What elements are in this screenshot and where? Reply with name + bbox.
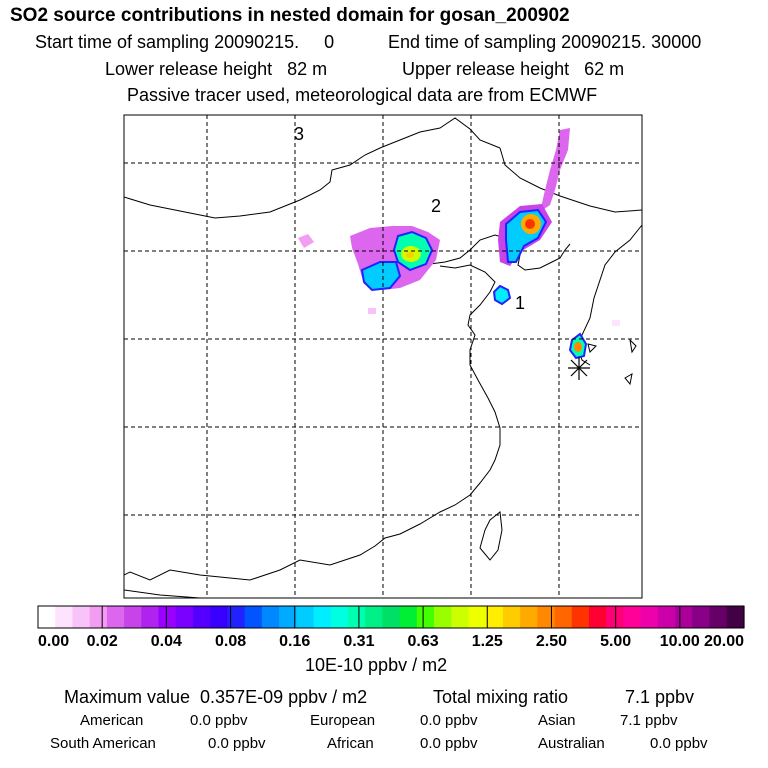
colorbar-cell [554, 606, 573, 628]
colorbar-cell [640, 606, 659, 628]
region-label-1: 1 [515, 293, 525, 313]
total-mixing-value: 7.1 ppbv [625, 687, 695, 707]
colorbar-cell [158, 606, 177, 628]
total-mixing-label: Total mixing ratio [433, 687, 569, 707]
colorbar-cell [210, 606, 229, 628]
colorbar-cell [399, 606, 418, 628]
colorbar-cell [468, 606, 487, 628]
colorbar-cell [141, 606, 160, 628]
plume-central-peak [406, 252, 414, 258]
region-label-2: 2 [431, 196, 441, 216]
colorbar-cell [623, 606, 642, 628]
colorbar-cell [330, 606, 349, 628]
plume-group [298, 128, 620, 360]
colorbar-cell [692, 606, 711, 628]
colorbar-cell [89, 606, 108, 628]
region-name-asian: Asian [538, 712, 576, 729]
region-value-australian: 0.0 ppbv [650, 735, 708, 752]
colorbar-ticks: 0.00 0.02 0.04 0.08 0.16 0.31 0.63 1.25 2.50 5.00… [37, 606, 745, 650]
colorbar-cell [175, 606, 194, 628]
region-name-african: African [327, 735, 374, 752]
colorbar-cell [72, 606, 91, 628]
colorbar-cell [279, 606, 297, 628]
plume-west-small [298, 234, 314, 248]
region-name-european: European [310, 712, 376, 729]
colorbar-tick-label: 0.00 [38, 633, 69, 650]
colorbar-cell [434, 606, 452, 628]
colorbar-cell [451, 606, 470, 628]
colorbar-tick-label: 1.25 [472, 633, 503, 650]
colorbar-tick-label: 0.04 [151, 633, 182, 650]
colorbar-cell [589, 606, 607, 628]
plume-northeast-peak [525, 219, 535, 229]
colorbar-cell [55, 606, 74, 628]
colorbar-cell [365, 606, 383, 628]
region-value-asian: 7.1 ppbv [620, 712, 678, 729]
colorbar-cell [313, 606, 332, 628]
colorbar-cell [537, 606, 556, 628]
colorbar-cell [261, 606, 280, 628]
region-name-south-american: South American [50, 735, 156, 752]
tracer-note-text: Passive tracer used, meteorological data… [127, 85, 598, 105]
region-value-european: 0.0 ppbv [420, 712, 478, 729]
plume-coastal-1 [492, 284, 512, 306]
plume-northeast-tail [540, 128, 570, 212]
colorbar-tick-label: 10.00 [660, 633, 700, 650]
colorbar-cells [37, 605, 745, 629]
colorbar: 0.00 0.02 0.04 0.08 0.16 0.31 0.63 1.25 2.50 5.00… [37, 605, 745, 650]
colorbar-cell [347, 606, 366, 628]
chart-title: SO2 source contributions in nested domai… [10, 5, 570, 26]
colorbar-tick-label: 5.00 [600, 633, 631, 650]
colorbar-cell [485, 606, 504, 628]
max-value-text: Maximum value 0.357E-09 ppbv / m2 [64, 687, 368, 707]
colorbar-cell [382, 606, 401, 628]
colorbar-tick-label: 0.02 [87, 633, 118, 650]
colorbar-cell [726, 606, 745, 628]
colorbar-cell [227, 606, 246, 628]
colorbar-cell [502, 606, 521, 628]
colorbar-cell [520, 606, 538, 628]
region-value-african: 0.0 ppbv [420, 735, 478, 752]
colorbar-cell [124, 606, 142, 628]
region-value-south-american: 0.0 ppbv [208, 735, 266, 752]
colorbar-cell [244, 606, 263, 628]
colorbar-unit-label: 10E-10 ppbv / m2 [305, 655, 448, 675]
colorbar-cell [38, 606, 56, 628]
colorbar-tick-label: 20.00 [704, 633, 744, 650]
region-label-3: 3 [294, 124, 304, 144]
receptor-star-icon [568, 357, 590, 380]
colorbar-cell [657, 606, 676, 628]
colorbar-cell [675, 606, 693, 628]
grid-lines [124, 115, 642, 598]
colorbar-cell [571, 606, 590, 628]
region-value-american: 0.0 ppbv [190, 712, 248, 729]
colorbar-tick-label: 0.16 [279, 633, 310, 650]
start-time-text: Start time of sampling 20090215. 0 [35, 32, 335, 52]
lower-release-text: Lower release height 82 m [105, 59, 328, 79]
colorbar-tick-label: 0.31 [343, 633, 374, 650]
plume-korea-core [574, 342, 582, 352]
colorbar-cell [709, 606, 728, 628]
colorbar-cell [106, 606, 125, 628]
end-time-text: End time of sampling 20090215. 30000 [388, 32, 702, 52]
map-panel: 3 2 1 [123, 114, 643, 599]
region-name-american: American [80, 712, 144, 729]
colorbar-cell [192, 606, 211, 628]
colorbar-cell [416, 606, 435, 628]
upper-release-text: Upper release height 62 m [402, 59, 625, 79]
colorbar-cell [296, 606, 315, 628]
colorbar-tick-label: 2.50 [536, 633, 567, 650]
region-name-australian: Australian [538, 735, 605, 752]
colorbar-tick-label: 0.08 [215, 633, 246, 650]
colorbar-tick-label: 0.63 [408, 633, 439, 650]
map-frame [123, 114, 643, 599]
